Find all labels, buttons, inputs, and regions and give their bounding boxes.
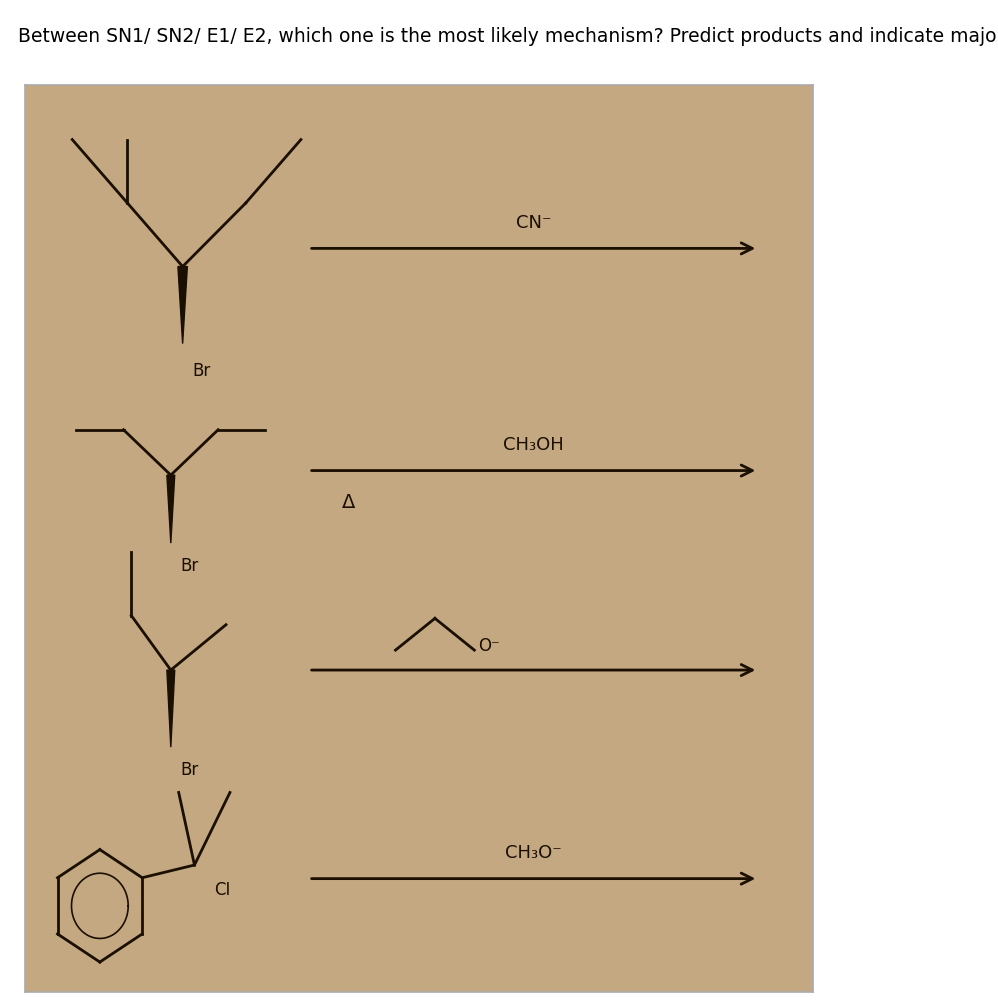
Polygon shape bbox=[178, 267, 188, 344]
Text: O⁻: O⁻ bbox=[478, 636, 500, 654]
Text: Δ: Δ bbox=[341, 493, 355, 512]
Text: CI: CI bbox=[215, 882, 231, 900]
Text: Br: Br bbox=[181, 557, 199, 575]
Text: Br: Br bbox=[192, 362, 211, 380]
Polygon shape bbox=[167, 475, 175, 543]
Text: Between SN1/ SN2/ E1/ E2, which one is the most likely mechanism? Predict produc: Between SN1/ SN2/ E1/ E2, which one is t… bbox=[18, 27, 998, 46]
Text: CH₃O⁻: CH₃O⁻ bbox=[505, 845, 562, 863]
Text: Br: Br bbox=[181, 761, 199, 779]
Text: CH₃OH: CH₃OH bbox=[503, 436, 564, 454]
Polygon shape bbox=[167, 670, 175, 747]
Text: CN⁻: CN⁻ bbox=[516, 214, 551, 232]
